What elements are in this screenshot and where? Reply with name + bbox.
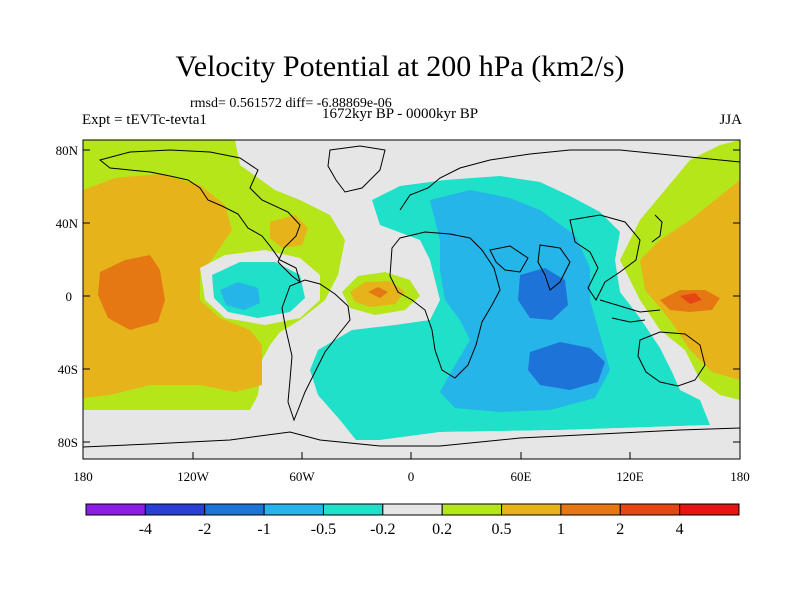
colorbar-label: -0.5: [311, 521, 336, 538]
field-west-pacific-mid-positive: [640, 180, 740, 380]
colorbar-swatch: [441, 503, 503, 516]
colorbar-swatch: [679, 503, 740, 516]
field-atlantic-strong-positive: [368, 287, 388, 298]
lon-label-180w: 180: [73, 469, 93, 484]
colorbar-label: 0.2: [432, 521, 452, 538]
colorbar-label: 4: [676, 521, 684, 538]
colorbar-swatch: [204, 503, 265, 516]
colorbar-label: -0.2: [370, 521, 395, 538]
lat-label-40n: 40N: [56, 216, 79, 231]
colorbar-swatch: [560, 503, 621, 516]
field-west-pacific-red: [680, 293, 702, 304]
field-southern-ocean-neutral: [83, 410, 740, 459]
colorbar-label: 0.5: [492, 521, 512, 538]
lon-label-60w: 60W: [289, 469, 315, 484]
colorbar-label: -4: [139, 521, 152, 538]
lat-label-0: 0: [66, 289, 73, 304]
colorbar-swatch: [382, 503, 443, 516]
lon-label-0: 0: [408, 469, 415, 484]
colorbar-swatch: [85, 503, 146, 516]
field-east-pacific-mid-negative: [220, 282, 260, 310]
lon-label-180e: 180: [730, 469, 750, 484]
colorbar-swatch: [322, 503, 384, 516]
colorbar-swatch: [144, 503, 206, 516]
axis-ticks: [82, 149, 741, 459]
colorbar-swatch: [501, 503, 562, 516]
period-label: 1672kyr BP - 0000kyr BP: [322, 106, 479, 122]
experiment-label: Expt = tEVTc-tevta1: [82, 112, 207, 128]
field-arabian-sea-strong-negative: [518, 268, 568, 320]
colorbar-label: -1: [257, 521, 270, 538]
colorbar-label: 1: [557, 521, 565, 538]
map-title: Velocity Potential at 200 hPa (km2/s): [175, 50, 625, 83]
season-label: JJA: [719, 112, 742, 128]
field-pacific-mid-positive: [83, 174, 262, 398]
lon-label-120e: 120E: [616, 469, 644, 484]
lat-label-40s: 40S: [58, 362, 78, 377]
lon-label-60e: 60E: [511, 469, 532, 484]
coastlines: [83, 145, 740, 448]
field-pacific-strong-positive: [98, 255, 165, 330]
colorbar-swatch: [263, 503, 324, 516]
lat-label-80n: 80N: [56, 143, 79, 158]
colorbar-label: -2: [198, 521, 211, 538]
field-south-indian-strong-negative: [528, 342, 605, 390]
colorbar-label: 2: [616, 521, 624, 538]
rmsd-stats: rmsd= 0.561572 diff= -6.88869e-06: [190, 96, 392, 111]
colorbar: -4 -2 -1 -0.5 -0.2 0.2 0.5 1 2 4: [85, 503, 740, 538]
lat-label-80s: 80S: [58, 435, 78, 450]
colorbar-swatch: [619, 503, 681, 516]
lon-label-120w: 120W: [177, 469, 210, 484]
map-field: [83, 140, 740, 459]
